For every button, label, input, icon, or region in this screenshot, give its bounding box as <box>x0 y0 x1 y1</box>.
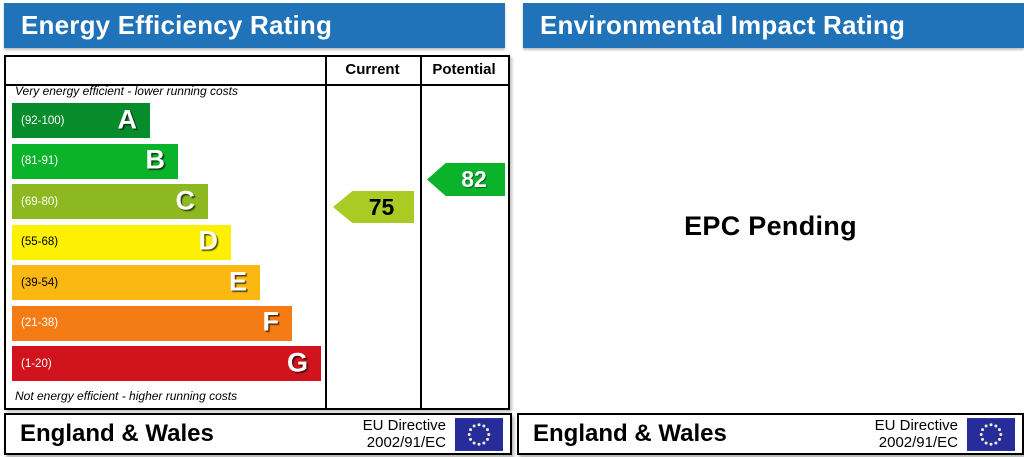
eu-flag-icon <box>967 417 1015 451</box>
current-rating-arrow: 75 <box>333 191 414 223</box>
rating-band: (69-80) C <box>12 184 208 219</box>
eu-flag-icon <box>455 417 503 451</box>
band-letter: G <box>286 346 308 377</box>
potential-column-divider <box>420 57 422 408</box>
band-range-label: (21-38) <box>21 317 59 329</box>
band-letter: F <box>262 306 280 337</box>
band-range-label: (92-100) <box>21 114 65 127</box>
header-divider <box>6 84 508 86</box>
potential-rating-value: 82 <box>461 166 487 192</box>
bottom-caption: Not energy efficient - higher running co… <box>15 389 238 403</box>
region-label: England & Wales <box>533 420 727 447</box>
band-letter: E <box>228 265 247 296</box>
band-letter: B <box>145 144 166 175</box>
energy-efficiency-title: Energy Efficiency Rating <box>21 10 333 40</box>
footer-left: England & Wales EU Directive 2002/91/EC <box>4 413 512 455</box>
rating-band: (1-20) G <box>12 346 321 381</box>
potential-rating-arrow: 82 <box>427 163 505 196</box>
eu-directive-label: EU Directive 2002/91/EC <box>874 416 958 451</box>
eu-directive-label: EU Directive 2002/91/EC <box>362 416 446 451</box>
rating-band: (39-54) E <box>12 265 260 300</box>
epc-pending-message: EPC Pending <box>684 211 857 241</box>
potential-column-header: Potential <box>432 61 496 78</box>
rating-band: (21-38) F <box>12 305 292 341</box>
band-letter: C <box>175 184 196 215</box>
environmental-impact-banner: Environmental Impact Rating <box>523 3 1024 48</box>
band-range-label: (39-54) <box>21 276 59 289</box>
band-range-label: (69-80) <box>21 195 59 208</box>
footer-right: England & Wales EU Directive 2002/91/EC <box>517 413 1024 455</box>
band-range-label: (55-68) <box>21 236 59 248</box>
current-rating-value: 75 <box>368 193 395 220</box>
band-range-label: (1-20) <box>21 357 52 370</box>
band-range-label: (81-91) <box>21 155 59 167</box>
region-label: England & Wales <box>20 420 214 447</box>
top-caption: Very energy efficient - lower running co… <box>15 84 238 98</box>
rating-band: (81-91) B <box>12 143 178 179</box>
energy-efficiency-banner: Energy Efficiency Rating <box>4 3 505 48</box>
environmental-impact-title: Environmental Impact Rating <box>540 10 906 40</box>
band-letter: D <box>198 225 219 256</box>
current-column-header: Current <box>345 61 400 78</box>
rating-band: (92-100) A <box>12 103 150 138</box>
rating-band: (55-68) D <box>12 224 231 260</box>
band-letter: A <box>117 103 138 134</box>
energy-efficiency-chart: Current Potential Very energy efficient … <box>4 55 510 410</box>
current-column-divider <box>325 57 327 408</box>
